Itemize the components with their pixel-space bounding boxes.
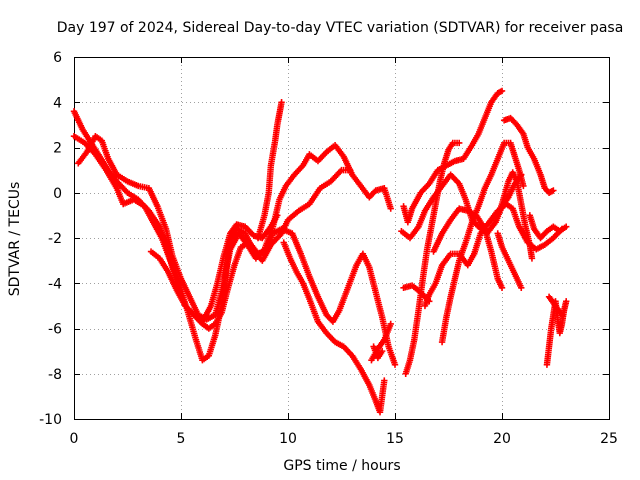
series-track-14 xyxy=(430,205,506,291)
x-tick-label: 10 xyxy=(279,431,297,447)
x-tick-labels: 0 5 10 15 20 25 xyxy=(70,431,618,447)
plus-marker xyxy=(550,187,557,194)
plus-marker xyxy=(498,87,506,95)
series-track-16 xyxy=(494,230,525,291)
plus-marker xyxy=(456,139,463,147)
series-track-4 xyxy=(147,225,399,368)
y-tick-label: -6 xyxy=(48,322,62,338)
y-tick-label: 4 xyxy=(53,95,62,111)
series-track-20 xyxy=(545,293,566,319)
series-track-18 xyxy=(526,212,570,242)
y-tick-label: 2 xyxy=(53,141,62,157)
grid xyxy=(74,57,609,419)
x-tick-label: 5 xyxy=(177,431,186,447)
y-tick-label: -8 xyxy=(48,367,62,383)
plus-marker xyxy=(520,182,527,190)
y-tick-label: 6 xyxy=(53,50,62,66)
series-track-15 xyxy=(492,169,536,262)
series-track-5 xyxy=(280,239,388,416)
plus-marker xyxy=(528,255,536,262)
plus-marker xyxy=(278,99,285,106)
x-axis-label: GPS time / hours xyxy=(283,458,400,474)
plus-marker xyxy=(518,284,525,291)
series-track-3 xyxy=(75,132,394,323)
data-markers xyxy=(70,87,570,416)
series-track-11 xyxy=(402,139,463,377)
x-tick-label: 25 xyxy=(600,431,618,447)
plus-marker xyxy=(387,205,394,212)
y-axis-label: SDTVAR / TECUs xyxy=(7,182,23,297)
plus-marker xyxy=(381,377,388,384)
chart-title: Day 197 of 2024, Sidereal Day-to-day VTE… xyxy=(57,20,624,36)
plus-marker xyxy=(563,298,570,305)
series-track-6 xyxy=(254,99,285,242)
plus-marker xyxy=(378,347,386,355)
x-tick-label: 15 xyxy=(386,431,404,447)
y-tick-labels: 6 4 2 0 -2 -4 -6 -8 -10 xyxy=(39,50,62,428)
series-track-10 xyxy=(400,87,506,226)
series-track-19 xyxy=(543,298,570,368)
plus-marker xyxy=(387,320,394,328)
plus-marker xyxy=(391,361,399,368)
plus-marker xyxy=(558,311,566,319)
plus-marker xyxy=(498,284,506,291)
series-track-13 xyxy=(438,139,527,346)
series-track-21 xyxy=(370,343,386,362)
y-tick-label: -4 xyxy=(48,276,62,292)
y-tick-label: 0 xyxy=(53,186,62,202)
axis-ticks xyxy=(74,57,610,420)
x-tick-label: 20 xyxy=(493,431,511,447)
y-tick-label: -2 xyxy=(48,231,62,247)
x-tick-label: 0 xyxy=(70,431,79,447)
y-tick-label: -10 xyxy=(39,412,62,428)
plus-marker xyxy=(563,223,570,230)
series-track-17 xyxy=(500,114,557,196)
